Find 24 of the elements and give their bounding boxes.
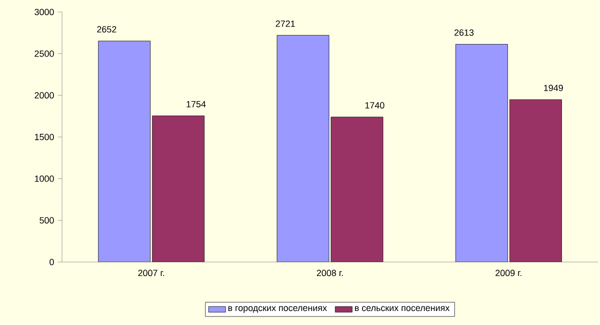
bar [276, 35, 330, 262]
bar [509, 99, 562, 262]
y-tick-label: 0 [50, 258, 54, 266]
x-tick-label: 2007 г. [138, 270, 164, 276]
legend-label: в городских поселениях [228, 306, 327, 313]
data-label: 1949 [544, 84, 563, 92]
legend-label: в сельских поселениях [355, 306, 450, 312]
data-label: 2721 [276, 20, 295, 27]
bar [330, 116, 384, 262]
bar [152, 116, 205, 262]
x-tick-label: 2009 г. [496, 270, 522, 276]
y-tick-label: 500 [40, 217, 54, 224]
bar [98, 40, 151, 262]
data-label: 1740 [365, 102, 384, 109]
data-label: 2652 [97, 26, 116, 33]
y-tick-label: 1000 [34, 175, 54, 182]
bar [455, 44, 508, 262]
data-label: 1754 [186, 101, 206, 108]
data-label: 2613 [454, 29, 474, 36]
x-tick-label: 2008 г. [316, 270, 343, 276]
y-tick-label: 3000 [34, 8, 54, 16]
y-tick-label: 2000 [34, 92, 54, 99]
y-tick-label: 2500 [34, 50, 54, 57]
y-tick-label: 1500 [34, 134, 54, 140]
